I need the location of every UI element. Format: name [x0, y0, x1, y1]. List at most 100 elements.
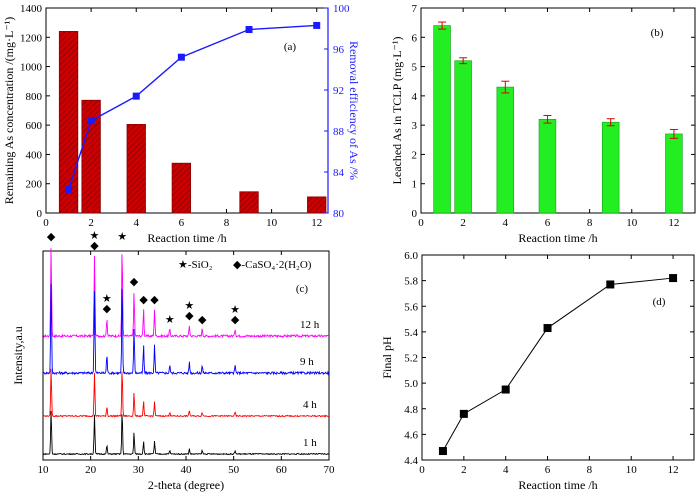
y-tick-label: 5.2 — [404, 353, 418, 365]
xrd-pattern — [43, 248, 330, 339]
xrd-series-label: 1 h — [303, 437, 317, 449]
x-tick-label: 0 — [419, 464, 425, 476]
panel-label-d: (d) — [653, 296, 666, 308]
panel-c: 10 20 30 40 50 60 70 2-theta (degree) Intensity,… — [11, 230, 335, 492]
xrd-pattern — [42, 283, 330, 376]
bar-leached-as — [538, 118, 557, 214]
xrd-pattern — [42, 368, 330, 418]
y-tick-label: 600 — [26, 120, 43, 132]
removal-efficiency-line — [67, 24, 317, 190]
y-tick-label: 5.0 — [404, 378, 418, 390]
sio2-marker: ★ — [102, 293, 112, 305]
bar-remaining-as — [58, 31, 79, 214]
y2-tick-label: 80 — [333, 208, 345, 220]
removal-efficiency-point — [87, 117, 95, 125]
y-tick-label: 2 — [412, 149, 418, 161]
x-tick-label: 8 — [587, 217, 593, 229]
y-tick-label: 6.0 — [404, 250, 418, 262]
xrd-series-label: 12 h — [300, 319, 320, 331]
legend-sio2: ★-SiO₂ — [178, 259, 213, 271]
panel-label-a: (a) — [284, 41, 297, 53]
x-tick-label: 12 — [668, 217, 679, 229]
y-tick-label: 800 — [26, 91, 43, 103]
bar-remaining-as — [126, 124, 146, 214]
x-tick-label: 4 — [503, 217, 509, 229]
y-tick-label: 0 — [412, 208, 418, 220]
caso4-marker: ◆ — [90, 240, 99, 252]
y-tick-label: 4.4 — [404, 455, 418, 467]
bar-remaining-as — [171, 162, 192, 214]
y2-tick-label: 88 — [333, 126, 345, 138]
y-tick-label: 400 — [26, 149, 43, 161]
ph-point — [501, 385, 510, 394]
y-tick-label: 1200 — [20, 32, 43, 44]
x-tick-label: 10 — [626, 217, 638, 229]
bar-leached-as — [454, 60, 472, 214]
y-tick-label: 4.8 — [404, 404, 418, 416]
x-tick-label: 2 — [461, 464, 467, 476]
x-tick-label: 10 — [626, 464, 638, 476]
sio2-marker: ★ — [90, 230, 100, 242]
caso4-marker: ◆ — [139, 294, 148, 306]
removal-efficiency-point — [65, 185, 73, 193]
x-tick-label: 0 — [418, 217, 424, 229]
ph-point — [606, 280, 615, 289]
panel-label-b: (b) — [651, 27, 664, 39]
bar-leached-as — [496, 86, 515, 214]
caso4-marker: ◆ — [103, 303, 112, 315]
sio2-marker: ★ — [117, 231, 127, 243]
bar-leached-as — [665, 133, 683, 214]
ph-point — [459, 409, 468, 418]
x-tick-label: 10 — [266, 217, 278, 229]
x-tick-label: 50 — [228, 464, 240, 476]
y-tick-label: 200 — [26, 179, 43, 191]
y-tick-label: 5.6 — [404, 301, 418, 313]
x-tick-label: 12 — [311, 217, 322, 229]
caso4-marker: ◆ — [150, 294, 159, 306]
x-tick-label: 40 — [181, 464, 193, 476]
y-axis-label: Intensity,a.u — [11, 326, 25, 385]
y-tick-label: 1000 — [20, 62, 43, 74]
x-tick-label: 30 — [133, 464, 145, 476]
y-axis-label: Remaining As concentration /(mg·L⁻¹) — [2, 17, 16, 205]
y-tick-label: 5.8 — [404, 276, 418, 288]
x-tick-label: 8 — [587, 464, 593, 476]
plot-frame — [420, 7, 696, 214]
sio2-marker: ★ — [230, 304, 240, 316]
y2-tick-label: 100 — [333, 3, 350, 15]
removal-efficiency-point — [132, 92, 140, 100]
bar-leached-as — [601, 121, 620, 214]
y-tick-label: 6 — [412, 32, 418, 44]
caso4-marker: ◆ — [47, 231, 56, 243]
ph-point — [543, 324, 552, 333]
y2-axis-label: Removal efficiency of As /% — [347, 41, 361, 180]
x-axis-label: 2-theta (degree) — [148, 478, 224, 492]
y-tick-label: 5.4 — [404, 327, 418, 339]
removal-efficiency-point — [313, 21, 321, 29]
caso4-marker: ◆ — [185, 310, 194, 322]
panel-a: 0 2 4 6 8 10 12 0 200 400 600 800 1000 1200 1400 Reacti… — [2, 3, 361, 245]
panel-d: 0 2 4 6 8 10 12 4.4 4.6 4.8 5.0 5.2 5.4 5.6 5.8 6.0 Reac… — [380, 250, 695, 492]
x-tick-label: 70 — [324, 464, 336, 476]
caso4-marker: ◆ — [198, 314, 207, 326]
y-tick-label: 4 — [412, 91, 418, 103]
caso4-marker: ◆ — [130, 276, 139, 288]
x-tick-label: 4 — [503, 464, 509, 476]
sio2-marker: ★ — [165, 314, 175, 326]
bar-leached-as — [433, 25, 451, 214]
sio2-marker: ★ — [184, 300, 194, 312]
x-tick-label: 8 — [224, 217, 230, 229]
x-tick-label: 10 — [38, 464, 50, 476]
y-tick-label: 1400 — [20, 3, 43, 15]
x-tick-label: 2 — [88, 217, 94, 229]
bar-remaining-as — [307, 196, 327, 214]
y2-tick-label: 92 — [333, 85, 344, 97]
x-axis-label: Reaction time /h — [518, 478, 597, 492]
xrd-pattern — [42, 410, 330, 456]
xrd-series-label: 4 h — [303, 399, 317, 411]
x-tick-label: 12 — [668, 464, 679, 476]
removal-efficiency-point — [245, 26, 253, 34]
x-tick-label: 60 — [276, 464, 288, 476]
